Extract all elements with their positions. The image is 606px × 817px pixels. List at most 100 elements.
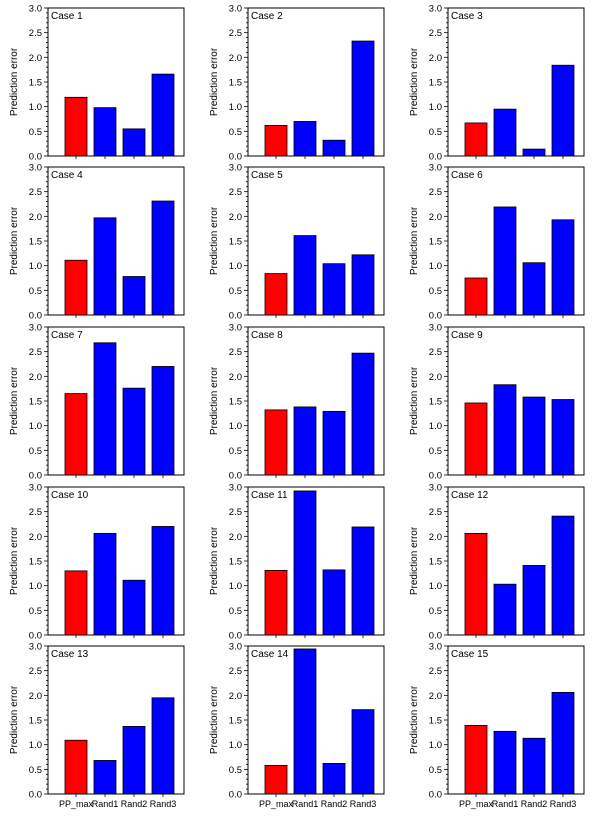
- bar-pp-max: [464, 532, 488, 636]
- y-tick-label: 0.5: [29, 286, 42, 297]
- y-tick-label: 1.5: [429, 237, 442, 248]
- y-tick-label: 1.5: [429, 716, 442, 727]
- bar-rand3: [151, 526, 175, 636]
- y-tick-label: 0.5: [429, 446, 442, 457]
- panel-title: Case 3: [451, 11, 483, 22]
- x-tick-label: Rand3: [550, 799, 577, 809]
- bar-rand3: [351, 352, 375, 476]
- y-tick-label: 1.0: [229, 740, 242, 751]
- chart-panel-case-9: 0.0 0.5 1.0 1.5 2.0 2.5 3.0 Prediction error Cas…: [409, 323, 585, 482]
- bar-rand3: [551, 399, 575, 476]
- y-tick-label: 1.0: [429, 740, 442, 751]
- chart-panel-case-6: 0.0 0.5 1.0 1.5 2.0 2.5 3.0 Prediction error Cas…: [409, 163, 585, 322]
- y-tick-label: 2.0: [229, 212, 242, 223]
- y-tick-label: 0.5: [229, 765, 242, 776]
- bar-rand1: [293, 235, 317, 316]
- y-axis-label: Prediction error: [409, 685, 420, 754]
- y-tick-label: 0.0: [29, 471, 42, 482]
- bar-pp-max: [64, 739, 88, 795]
- y-tick-label: 2.0: [429, 53, 442, 64]
- y-tick-label: 1.5: [229, 237, 242, 248]
- y-tick-label: 2.5: [229, 507, 242, 518]
- bar-rand3: [351, 709, 375, 795]
- y-tick-label: 3.0: [229, 483, 242, 494]
- y-tick-label: 1.5: [429, 557, 442, 568]
- chart-panel-case-5: 0.0 0.5 1.0 1.5 2.0 2.5 3.0 Prediction error Cas…: [209, 163, 385, 322]
- y-tick-label: 3.0: [429, 642, 442, 653]
- bar-rand3: [351, 526, 375, 636]
- y-tick-label: 1.5: [29, 78, 42, 89]
- y-tick-label: 0.0: [429, 790, 442, 801]
- y-tick-label: 2.5: [29, 507, 42, 518]
- bar-pp-max: [464, 725, 488, 795]
- y-tick-label: 0.0: [429, 631, 442, 642]
- y-tick-label: 1.5: [229, 397, 242, 408]
- bar-rand2: [122, 387, 146, 476]
- y-tick-label: 0.5: [29, 127, 42, 138]
- chart-panel-case-12: 0.0 0.5 1.0 1.5 2.0 2.5 3.0 Prediction error Cas…: [409, 483, 585, 642]
- y-tick-label: 1.0: [229, 261, 242, 272]
- bar-rand2: [122, 276, 146, 316]
- y-tick-label: 2.0: [429, 691, 442, 702]
- y-tick-label: 2.5: [429, 187, 442, 198]
- y-tick-label: 2.5: [229, 666, 242, 677]
- bar-rand3: [151, 200, 175, 316]
- bar-rand2: [122, 726, 146, 795]
- y-tick-label: 1.0: [229, 102, 242, 113]
- bar-pp-max: [464, 122, 488, 157]
- bar-rand2: [522, 565, 546, 636]
- bar-pp-max: [64, 96, 88, 157]
- bar-rand2: [522, 737, 546, 795]
- x-tick-label: Rand1: [492, 799, 519, 809]
- y-tick-label: 2.0: [29, 532, 42, 543]
- bar-rand2: [322, 263, 346, 316]
- y-tick-label: 1.5: [229, 557, 242, 568]
- y-axis-label: Prediction error: [9, 47, 20, 116]
- y-tick-label: 0.5: [229, 446, 242, 457]
- bar-rand3: [351, 254, 375, 316]
- y-tick-label: 1.0: [429, 421, 442, 432]
- bar-rand1: [293, 648, 317, 795]
- y-tick-label: 0.5: [429, 606, 442, 617]
- chart-panel-case-7: 0.0 0.5 1.0 1.5 2.0 2.5 3.0 Prediction error Cas…: [9, 323, 185, 482]
- y-tick-label: 2.5: [229, 28, 242, 39]
- y-tick-label: 0.0: [229, 631, 242, 642]
- y-axis-label: Prediction error: [9, 526, 20, 595]
- chart-panel-case-1: 0.0 0.5 1.0 1.5 2.0 2.5 3.0 Prediction error Cas…: [9, 4, 185, 163]
- x-tick-label: Rand1: [292, 799, 319, 809]
- y-tick-label: 3.0: [29, 642, 42, 653]
- bar-pp-max: [264, 764, 288, 795]
- y-tick-label: 1.5: [429, 78, 442, 89]
- bar-rand2: [122, 128, 146, 157]
- y-tick-label: 2.0: [429, 372, 442, 383]
- y-tick-label: 2.0: [229, 372, 242, 383]
- panel-title: Case 5: [251, 170, 283, 181]
- bar-pp-max: [264, 273, 288, 316]
- bar-pp-max: [64, 393, 88, 476]
- y-tick-label: 1.5: [229, 716, 242, 727]
- bar-rand1: [293, 406, 317, 476]
- chart-panel-case-15: 0.0 0.5 1.0 1.5 2.0 2.5 3.0 Prediction error Cas…: [409, 642, 585, 809]
- bar-rand2: [522, 148, 546, 157]
- y-axis-label: Prediction error: [209, 366, 220, 435]
- y-tick-label: 2.0: [29, 372, 42, 383]
- bar-rand3: [551, 691, 575, 795]
- y-tick-label: 1.0: [429, 102, 442, 113]
- y-tick-label: 2.5: [29, 28, 42, 39]
- y-tick-label: 1.5: [29, 557, 42, 568]
- y-tick-label: 2.0: [229, 532, 242, 543]
- y-tick-label: 1.0: [29, 261, 42, 272]
- chart-panel-case-8: 0.0 0.5 1.0 1.5 2.0 2.5 3.0 Prediction error Cas…: [209, 323, 385, 482]
- bar-rand1: [293, 490, 317, 636]
- bar-rand1: [93, 107, 117, 157]
- y-tick-label: 2.5: [29, 187, 42, 198]
- bar-rand3: [151, 366, 175, 476]
- panel-title: Case 15: [451, 649, 489, 660]
- bar-rand1: [93, 217, 117, 316]
- bar-pp-max: [464, 402, 488, 476]
- y-tick-label: 0.5: [429, 127, 442, 138]
- y-axis-label: Prediction error: [409, 47, 420, 116]
- bar-rand3: [151, 697, 175, 795]
- panel-title: Case 12: [451, 490, 489, 501]
